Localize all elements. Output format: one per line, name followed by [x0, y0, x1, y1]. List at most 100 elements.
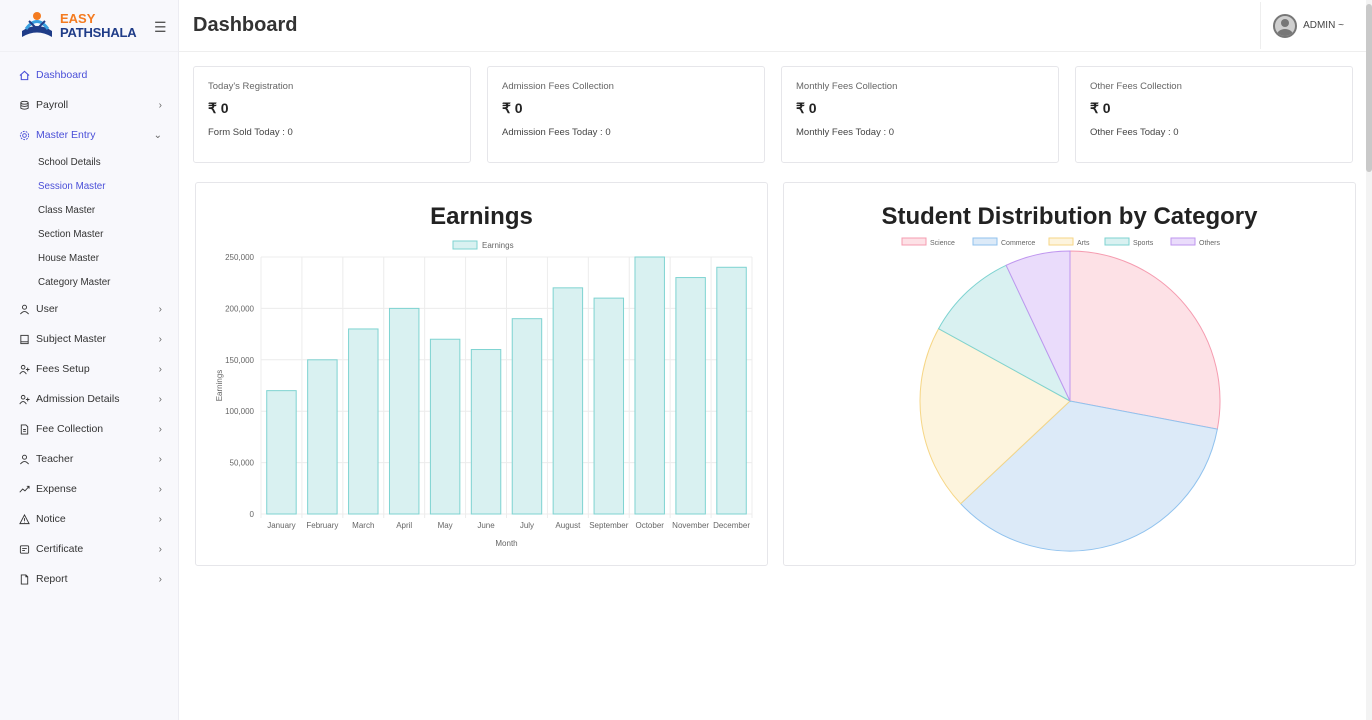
legend-swatch	[1104, 237, 1130, 246]
stat-amount: ₹ 0	[1090, 100, 1111, 116]
brand[interactable]: EASY PATHSHALA ☰	[0, 0, 178, 52]
sidebar-item-fee-collection[interactable]: Fee Collection ›	[0, 414, 178, 444]
x-axis-label: Month	[495, 539, 517, 548]
chevron-right-icon: ›	[158, 453, 162, 465]
chevron-right-icon: ›	[158, 423, 162, 435]
file-icon	[18, 423, 30, 435]
bar	[634, 256, 665, 515]
header: Dashboard ADMIN ~	[179, 0, 1372, 52]
user-menu-button[interactable]: ADMIN ~	[1260, 2, 1356, 49]
submenu-school-details[interactable]: School Details	[38, 156, 101, 168]
x-tick-label: January	[267, 521, 295, 530]
y-tick-label: 200,000	[225, 304, 254, 313]
pie-slice	[919, 328, 1071, 505]
submenu-class-master[interactable]: Class Master	[38, 204, 96, 216]
earnings-bar-chart: Earnings 0 50,000 100,000 150,000 200,000 250,…	[215, 240, 753, 548]
logo-icon	[18, 9, 56, 43]
sidebar-item-user[interactable]: User ›	[0, 294, 178, 324]
y-tick-label: 150,000	[225, 356, 254, 365]
report-icon	[18, 573, 30, 585]
database-icon	[18, 99, 30, 111]
submenu-section-master[interactable]: Section Master	[38, 228, 104, 240]
sidebar-item-master-entry[interactable]: Master Entry ⌄	[0, 120, 178, 150]
earnings-chart-title: Earnings	[430, 203, 533, 230]
legend-swatch	[452, 240, 478, 250]
bar	[593, 297, 625, 515]
pie-slice	[1005, 250, 1071, 402]
sidebar-item-label: User	[36, 303, 59, 315]
category-pie-card: Student Distribution by Category Science…	[783, 182, 1356, 566]
legend-label: Arts	[1077, 240, 1090, 247]
stat-card-monthly-fees: Monthly Fees Collection ₹ 0 Monthly Fees…	[781, 66, 1059, 163]
sidebar: EASY PATHSHALA ☰ Dashboard Payroll › Mas…	[0, 0, 179, 720]
chevron-right-icon: ›	[158, 573, 162, 585]
sidebar-item-fees-setup[interactable]: Fees Setup ›	[0, 354, 178, 384]
stat-subtext: Monthly Fees Today : 0	[796, 127, 895, 138]
user-plus-icon	[18, 393, 30, 405]
book-icon	[18, 333, 30, 345]
submenu-category-master[interactable]: Category Master	[38, 276, 111, 288]
x-tick-label: March	[352, 521, 374, 530]
chevron-right-icon: ›	[158, 543, 162, 555]
sidebar-item-dashboard[interactable]: Dashboard	[0, 60, 178, 90]
bar	[348, 328, 379, 515]
scrollbar-thumb[interactable]	[1366, 4, 1372, 172]
legend-label: Commerce	[1001, 240, 1035, 247]
sidebar-item-notice[interactable]: Notice ›	[0, 504, 178, 534]
user-icon	[18, 453, 30, 465]
sidebar-item-label: Report	[36, 573, 68, 585]
sidebar-item-teacher[interactable]: Teacher ›	[0, 444, 178, 474]
sidebar-item-report[interactable]: Report ›	[0, 564, 178, 594]
user-plus-icon	[18, 363, 30, 375]
stat-amount: ₹ 0	[796, 100, 817, 116]
sidebar-item-label: Fee Collection	[36, 423, 104, 435]
brand-line2: PATHSHALA	[60, 24, 137, 40]
sidebar-item-label: Expense	[36, 483, 77, 495]
legend-swatch	[972, 237, 998, 246]
sidebar-item-expense[interactable]: Expense ›	[0, 474, 178, 504]
sidebar-item-subject-master[interactable]: Subject Master ›	[0, 324, 178, 354]
legend-label: Others	[1199, 240, 1221, 247]
legend-swatch	[1170, 237, 1196, 246]
bar	[307, 359, 338, 515]
x-tick-label: November	[672, 521, 709, 530]
x-tick-label: December	[713, 521, 750, 530]
home-icon	[18, 69, 30, 81]
x-tick-label: September	[589, 521, 628, 530]
chevron-right-icon: ›	[158, 333, 162, 345]
sidebar-item-certificate[interactable]: Certificate ›	[0, 534, 178, 564]
pie-slice	[937, 264, 1072, 403]
stat-card-admission-fees: Admission Fees Collection ₹ 0 Admission …	[487, 66, 765, 163]
submenu-house-master[interactable]: House Master	[38, 252, 99, 264]
chevron-down-icon: ⌄	[153, 129, 162, 141]
hamburger-menu-icon[interactable]: ☰	[154, 19, 167, 35]
y-tick-label: 250,000	[225, 253, 254, 262]
bar	[429, 338, 461, 515]
chevron-right-icon: ›	[158, 303, 162, 315]
bar	[266, 390, 297, 515]
trend-icon	[18, 483, 30, 495]
chevron-right-icon: ›	[158, 513, 162, 525]
x-tick-label: June	[477, 521, 495, 530]
submenu-session-master[interactable]: Session Master	[38, 180, 106, 192]
legend-label: Earnings	[482, 241, 514, 250]
legend-swatch	[1048, 237, 1074, 246]
avatar	[1273, 13, 1298, 38]
sidebar-item-label: Master Entry	[36, 129, 96, 141]
y-axis-label: Earnings	[215, 370, 224, 402]
sidebar-item-admission-details[interactable]: Admission Details ›	[0, 384, 178, 414]
legend-swatch	[901, 237, 927, 246]
x-tick-label: February	[306, 521, 338, 530]
x-tick-label: May	[438, 521, 453, 530]
sidebar-item-payroll[interactable]: Payroll ›	[0, 90, 178, 120]
pie-slice	[1069, 250, 1221, 430]
sidebar-item-label: Certificate	[36, 543, 84, 555]
pie-slice	[959, 400, 1218, 552]
page-scrollbar[interactable]	[1366, 0, 1372, 720]
certificate-icon	[18, 543, 30, 555]
stat-title: Admission Fees Collection	[502, 81, 614, 92]
bar	[511, 318, 543, 515]
legend-label: Sports	[1133, 240, 1154, 247]
stat-subtext: Admission Fees Today : 0	[502, 127, 611, 138]
chevron-right-icon: ›	[158, 363, 162, 375]
